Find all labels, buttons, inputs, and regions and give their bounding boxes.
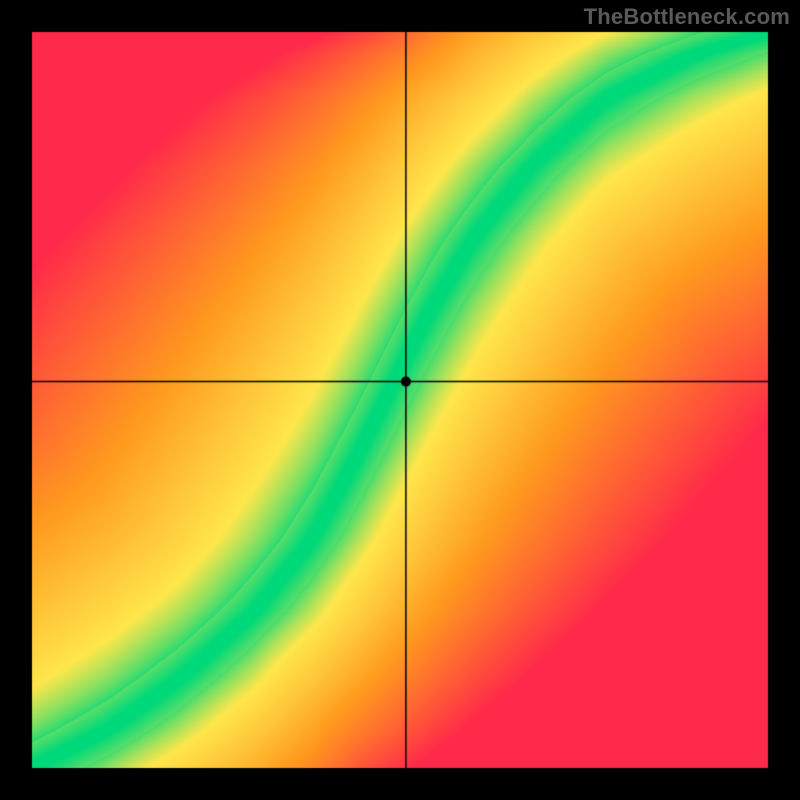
heatmap-canvas — [0, 0, 800, 800]
chart-container: TheBottleneck.com — [0, 0, 800, 800]
watermark-text: TheBottleneck.com — [584, 4, 790, 30]
